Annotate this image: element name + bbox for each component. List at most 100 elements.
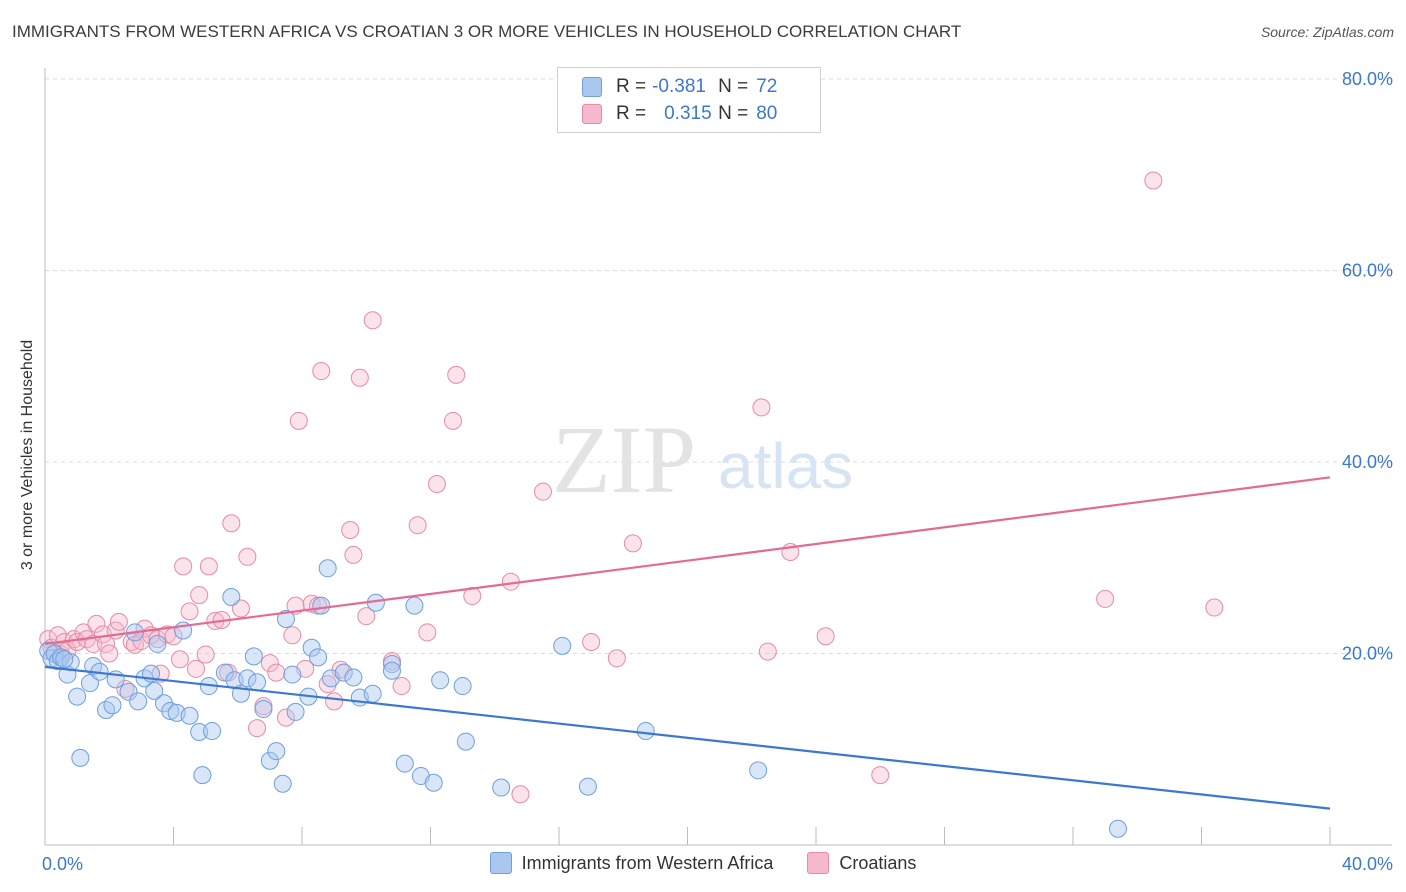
- legend-label-western-africa: Immigrants from Western Africa: [521, 852, 774, 873]
- croatians-point: [341, 520, 360, 539]
- watermark-atlas: atlas: [718, 430, 853, 502]
- croatians-point: [180, 602, 199, 621]
- croatians-point: [1144, 171, 1163, 190]
- western-africa-point: [193, 766, 212, 785]
- western-africa-point: [578, 777, 597, 796]
- western-africa-point: [453, 677, 472, 696]
- croatians-point: [135, 619, 154, 638]
- western-africa-point: [203, 722, 222, 741]
- croatians-point: [260, 654, 279, 673]
- croatians-point: [1096, 589, 1115, 608]
- legend-row-western-africa: R = -0.381 N = 72: [582, 74, 777, 100]
- western-africa-point: [424, 773, 443, 792]
- source-label: Source: ZipAtlas.com: [1260, 24, 1394, 40]
- croatians-point: [871, 766, 890, 785]
- croatians-point: [752, 398, 771, 417]
- croatians-point: [363, 311, 382, 330]
- legend-swatch-blue: [582, 77, 602, 97]
- western-africa-point: [68, 687, 87, 706]
- croatians-point: [582, 633, 601, 652]
- croatians-point: [443, 411, 462, 430]
- legend-r-value: -0.381: [652, 76, 706, 97]
- croatians-point: [511, 785, 530, 804]
- western-africa-point: [456, 732, 475, 751]
- croatians-point: [238, 547, 257, 566]
- legend-label-croatians: Croatians: [839, 852, 917, 873]
- western-africa-point: [254, 700, 273, 719]
- western-africa-point: [180, 706, 199, 725]
- western-africa-point: [222, 588, 241, 607]
- y-tick-label: 20.0%: [1342, 644, 1393, 664]
- croatians-point: [174, 557, 193, 576]
- croatians-point: [350, 368, 369, 387]
- croatians-point: [1205, 598, 1224, 617]
- western-africa-point: [52, 648, 71, 667]
- legend-swatch-pink: [582, 104, 602, 124]
- legend-r-value: 0.315: [664, 103, 712, 124]
- croatians-point: [283, 626, 302, 645]
- croatians-point: [109, 612, 128, 631]
- croatians-point: [318, 675, 337, 694]
- croatians-point: [199, 557, 218, 576]
- croatians-point: [170, 650, 189, 669]
- grid-lines: [45, 78, 1392, 654]
- western-africa-point: [749, 761, 768, 780]
- croatians-point: [289, 411, 308, 430]
- croatians-point: [607, 649, 626, 668]
- western-africa-point: [103, 696, 122, 715]
- western-africa-point: [190, 723, 209, 742]
- western-africa-point: [129, 692, 148, 711]
- series-legend: Immigrants from Western Africa Croatians: [0, 852, 1406, 874]
- western-africa-point: [382, 661, 401, 680]
- legend-n-label: N =: [718, 103, 749, 124]
- legend-item-croatians: Croatians: [807, 852, 916, 874]
- x-tick-label: 40.0%: [1342, 854, 1393, 874]
- x-tick-label: 0.0%: [42, 854, 83, 874]
- western-africa-point: [395, 754, 414, 773]
- western-africa-point: [363, 684, 382, 703]
- croatians-points: [39, 171, 1224, 804]
- western-africa-point: [302, 638, 321, 657]
- croatians-point: [418, 623, 437, 642]
- western-africa-point: [154, 694, 173, 713]
- axes: [44, 68, 1392, 846]
- western-africa-point: [215, 663, 234, 682]
- western-africa-point: [492, 778, 511, 797]
- western-africa-point: [636, 722, 655, 741]
- western-africa-point: [276, 610, 295, 629]
- tick-labels: 20.0% 40.0% 60.0% 80.0% 0.0% 40.0%: [42, 69, 1393, 874]
- croatians-point: [267, 663, 286, 682]
- y-tick-label: 80.0%: [1342, 69, 1393, 89]
- western-africa-point: [1108, 819, 1127, 838]
- western-africa-point: [119, 682, 138, 701]
- croatians-point: [84, 634, 103, 653]
- western-africa-point: [55, 650, 74, 669]
- western-africa-point: [344, 668, 363, 687]
- croatians-point: [816, 627, 835, 646]
- croatians-point: [116, 679, 135, 698]
- croatians-point: [87, 614, 106, 633]
- western-africa-point: [431, 671, 450, 690]
- legend-n-value: 72: [756, 76, 778, 97]
- legend-item-western-africa: Immigrants from Western Africa: [489, 852, 774, 874]
- croatians-point: [222, 514, 241, 533]
- western-africa-point: [244, 647, 263, 666]
- croatians-point: [758, 642, 777, 661]
- western-africa-point: [312, 596, 331, 615]
- legend-swatch-pink: [807, 852, 830, 874]
- western-africa-point: [238, 669, 257, 688]
- legend-n-label: N =: [718, 76, 749, 97]
- western-africa-point: [283, 665, 302, 684]
- western-africa-point: [148, 634, 167, 653]
- correlation-legend: R = -0.381 N = 72 R = 0.315 N = 80: [557, 67, 821, 133]
- croatians-point: [186, 659, 205, 678]
- legend-n-value: 80: [756, 103, 778, 124]
- western-africa-point: [318, 559, 337, 578]
- trend-lines: [44, 476, 1331, 810]
- croatians-point: [100, 644, 119, 663]
- western-africa-points: [39, 559, 1127, 838]
- croatians-point: [325, 692, 344, 711]
- croatians-point: [392, 677, 411, 696]
- croatians-point: [190, 586, 209, 605]
